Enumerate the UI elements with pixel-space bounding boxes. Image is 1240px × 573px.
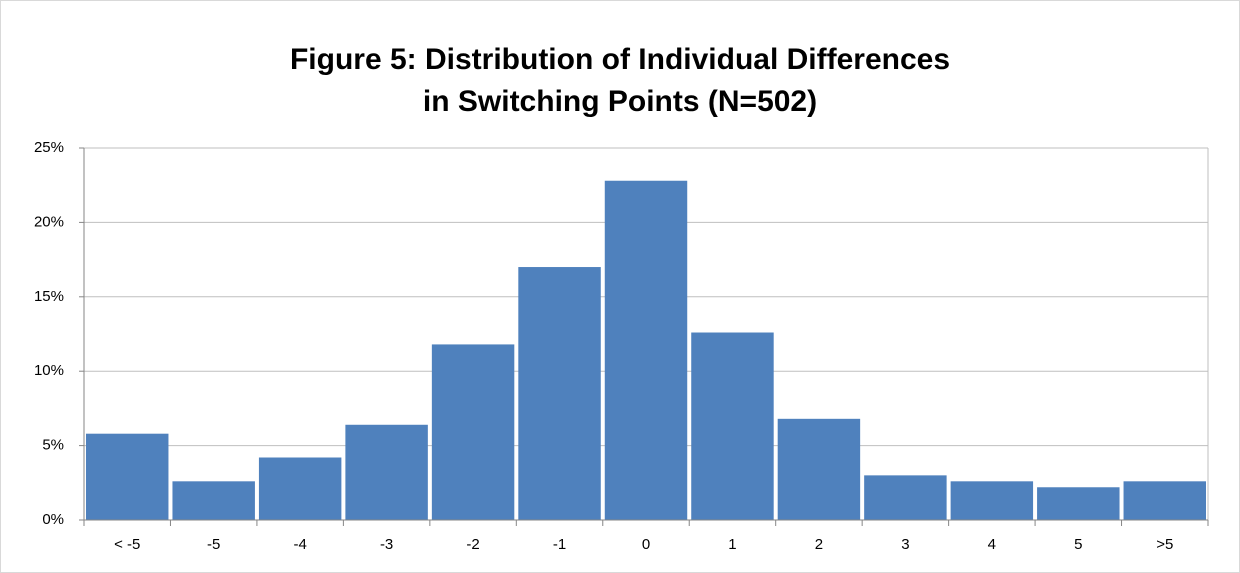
bar	[1123, 481, 1206, 520]
bar	[864, 475, 947, 520]
bar	[1037, 487, 1120, 520]
x-tick-label: 3	[901, 536, 909, 553]
bar	[431, 344, 515, 520]
bar	[258, 457, 342, 520]
y-tick-label: 0%	[42, 511, 64, 528]
y-tick-label: 5%	[42, 437, 64, 454]
x-tick-label: 2	[815, 536, 823, 553]
y-tick-label: 25%	[34, 139, 64, 156]
bar	[172, 481, 255, 520]
x-tick-label: -2	[466, 536, 479, 553]
chart-title: Figure 5: Distribution of Individual Dif…	[290, 43, 950, 76]
x-tick-label: -1	[553, 536, 566, 553]
x-tick-label: >5	[1156, 536, 1173, 553]
bar	[345, 424, 428, 520]
bar	[950, 481, 1034, 520]
bar	[86, 433, 169, 520]
bar	[691, 332, 774, 520]
chart-title: in Switching Points (N=502)	[423, 85, 817, 118]
x-tick-label: -3	[380, 536, 393, 553]
x-tick-label: 1	[728, 536, 736, 553]
bar	[604, 180, 688, 520]
x-tick-label: -4	[293, 536, 306, 553]
x-tick-label: < -5	[114, 536, 140, 553]
x-tick-label: 0	[642, 536, 650, 553]
y-tick-label: 20%	[34, 213, 64, 230]
x-tick-label: -5	[207, 536, 220, 553]
bar	[518, 267, 601, 520]
x-tick-label: 5	[1074, 536, 1082, 553]
y-tick-label: 10%	[34, 362, 64, 379]
bar	[777, 418, 861, 520]
y-tick-label: 15%	[34, 288, 64, 305]
x-tick-label: 4	[988, 536, 996, 553]
